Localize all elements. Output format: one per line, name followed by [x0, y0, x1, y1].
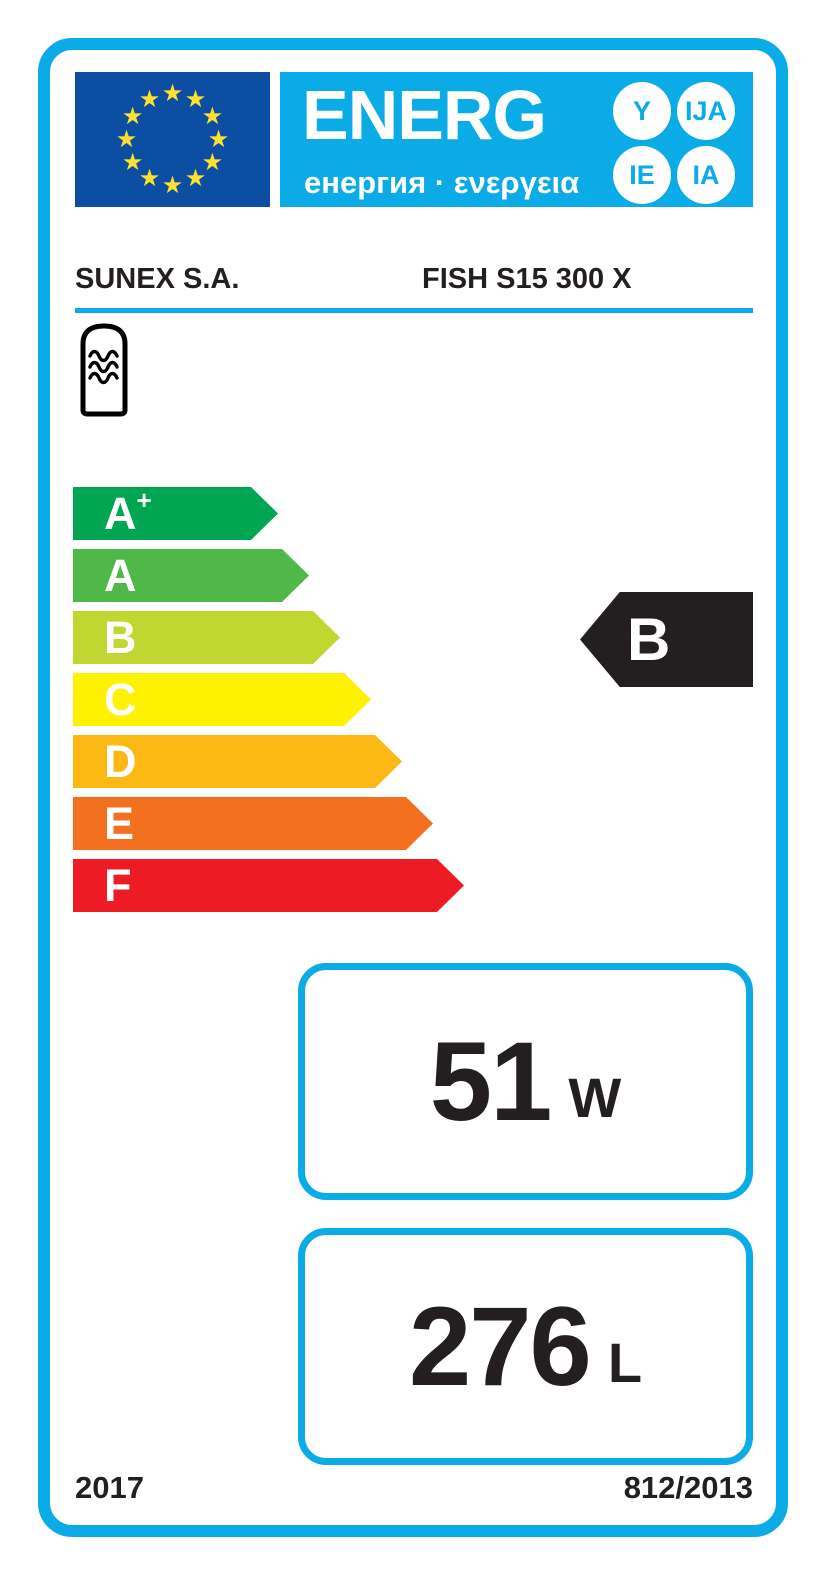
standing-loss-box: 51 W	[298, 963, 753, 1200]
eu-star-icon: ★	[184, 85, 207, 113]
energy-class-arrow-f: F	[73, 859, 464, 912]
energ-suffix-bubble: IA	[677, 146, 735, 204]
energy-class-letter: C	[104, 674, 137, 725]
energy-class-arrow-a: A	[73, 549, 309, 602]
header-divider	[75, 308, 753, 313]
energ-subtitle: енергия · ενεργεια	[304, 165, 580, 200]
energy-class-letter: E	[104, 798, 135, 849]
rating-letter: B	[627, 605, 671, 673]
eu-star-icon: ★	[121, 102, 144, 130]
eu-star-icon: ★	[184, 165, 207, 193]
supplier-brand: SUNEX S.A.	[75, 263, 240, 295]
label-year: 2017	[75, 1470, 144, 1505]
eu-flag-icon: ★ ★ ★ ★ ★ ★ ★ ★ ★ ★ ★ ★	[75, 72, 270, 207]
eu-star-icon: ★	[201, 102, 224, 130]
regulation-number: 812/2013	[623, 1470, 753, 1505]
energ-suffix-bubble: IE	[613, 146, 671, 204]
eu-star-icon: ★	[207, 125, 230, 153]
eu-star-icon: ★	[138, 165, 161, 193]
eu-star-icon: ★	[161, 171, 184, 199]
standing-loss-unit: W	[568, 1065, 622, 1129]
energy-class-letter: A	[104, 550, 137, 601]
energy-class-arrow-a-plus: A+	[73, 487, 278, 540]
eu-star-icon: ★	[115, 125, 138, 153]
storage-volume-value: 276	[408, 1283, 592, 1409]
energ-banner: ENERG енергия · ενεργεια Y IJA IE IA	[280, 72, 753, 207]
energy-class-letter: B	[104, 612, 137, 663]
energy-class-arrow-b: B	[73, 611, 340, 664]
energ-suffix-bubbles: Y IJA IE IA	[613, 82, 735, 204]
energy-class-arrow-c: C	[73, 673, 371, 726]
energy-class-arrow-e: E	[73, 797, 433, 850]
energy-class-letter: A+	[104, 485, 152, 539]
energy-class-arrow-d: D	[73, 735, 402, 788]
energ-suffix-bubble: Y	[613, 82, 671, 140]
eu-star-icon: ★	[161, 79, 184, 107]
standing-loss-value: 51	[429, 1018, 553, 1144]
model-identifier: FISH S15 300 X	[422, 263, 632, 295]
energy-class-letter: D	[104, 736, 137, 787]
rating-arrow: B	[580, 592, 753, 687]
eu-star-icon: ★	[138, 85, 161, 113]
eu-star-icon: ★	[121, 148, 144, 176]
water-tank-icon	[78, 322, 130, 418]
eu-star-icon: ★	[201, 148, 224, 176]
storage-volume-unit: L	[607, 1330, 643, 1394]
energy-class-scale: A+ A B C D E F	[73, 487, 464, 921]
energ-word: ENERG	[302, 76, 547, 154]
energy-class-letter: F	[104, 860, 132, 911]
energ-suffix-bubble: IJA	[677, 82, 735, 140]
storage-volume-box: 276 L	[298, 1228, 753, 1465]
